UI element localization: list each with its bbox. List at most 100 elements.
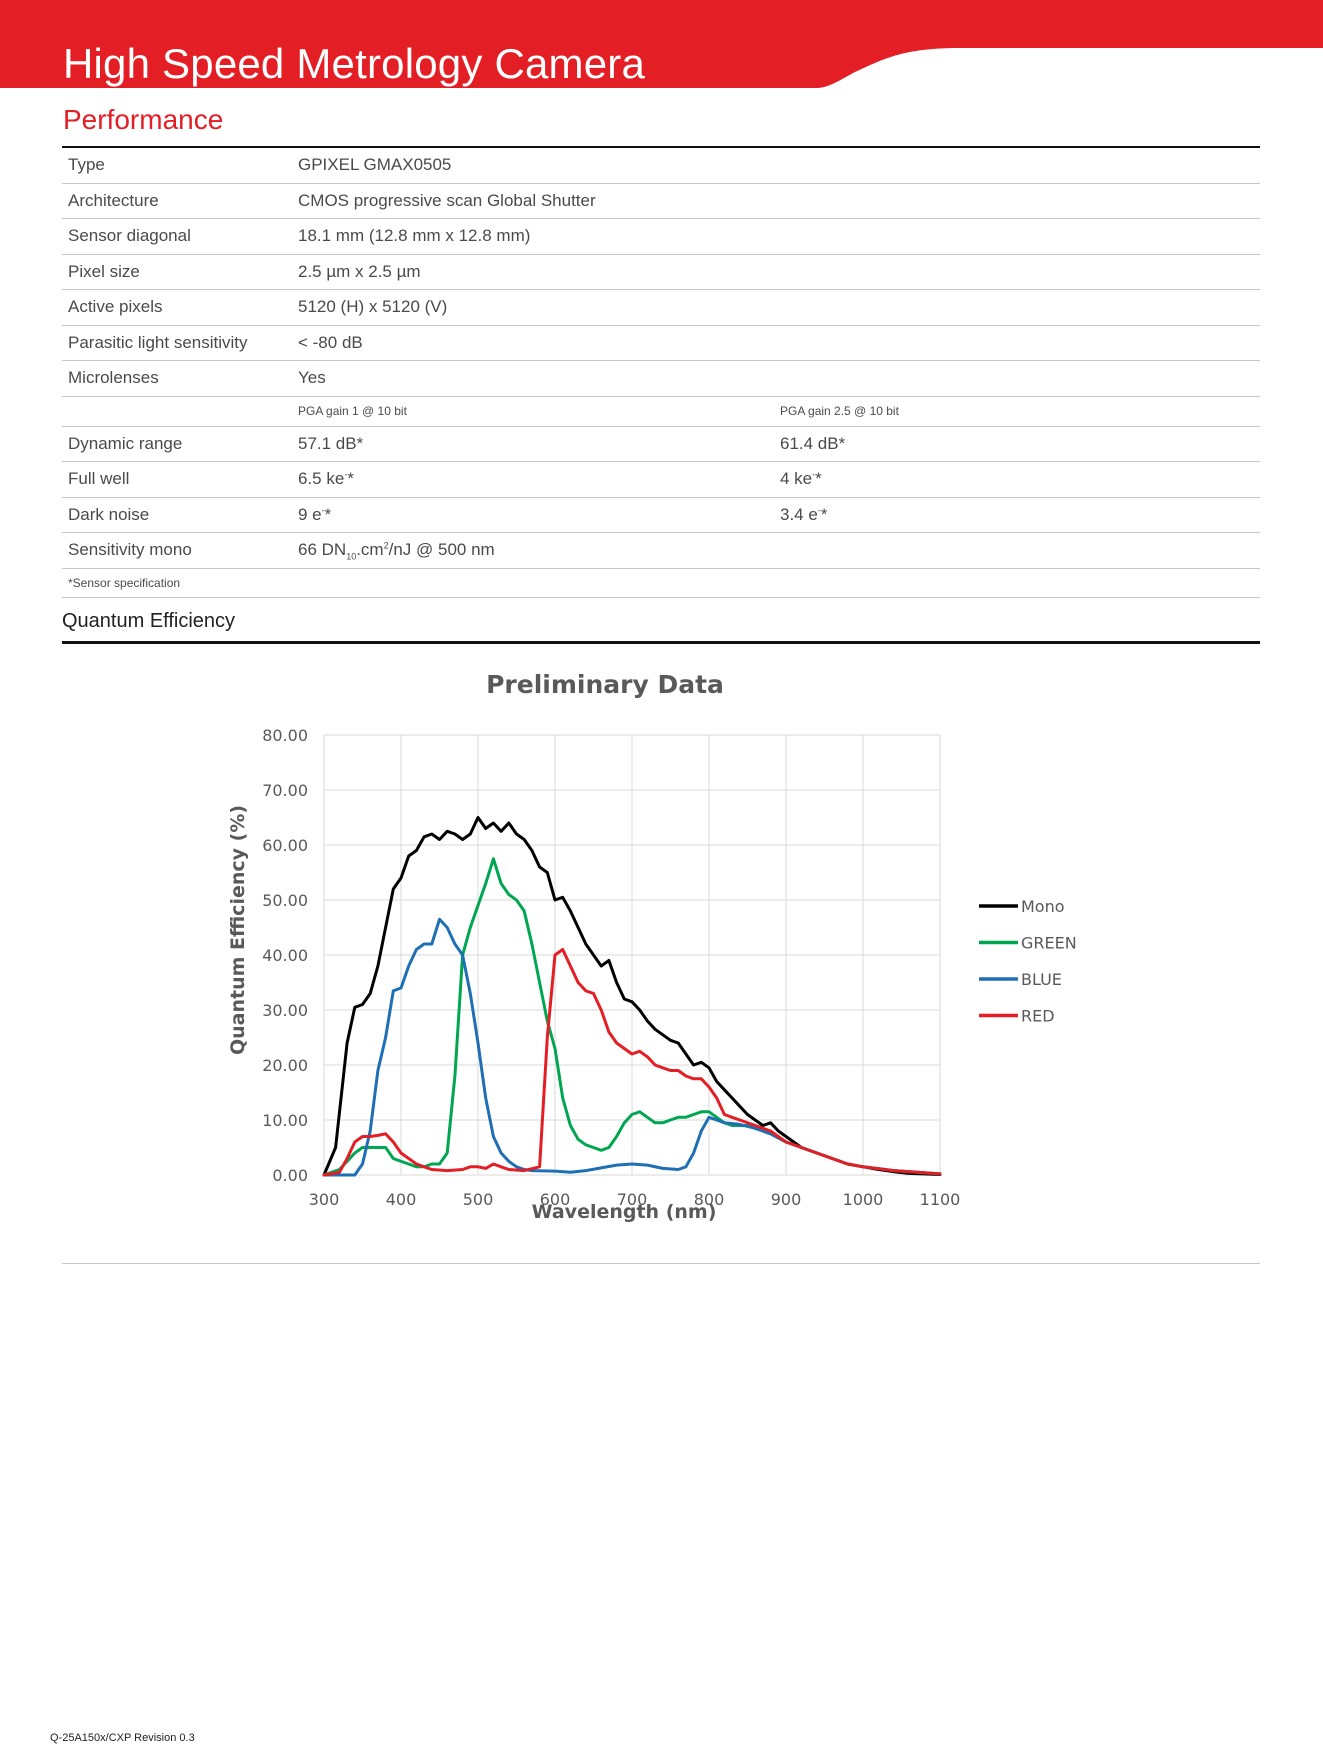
- spec-value: 18.1 mm (12.8 mm x 12.8 mm): [292, 218, 774, 255]
- spec-value: 66 DN10.cm2/nJ @ 500 nm: [292, 532, 774, 569]
- spec-label: Parasitic light sensitivity: [62, 325, 292, 361]
- spec-row-full-well: Full well 6.5 ke-* 4 ke-*: [62, 461, 1260, 498]
- value-sup: -: [817, 505, 821, 516]
- value-sub: 10: [346, 550, 357, 561]
- value-suffix: *: [347, 469, 354, 489]
- spec-empty: [774, 532, 1260, 569]
- y-axis-label: Quantum Efficiency (%): [227, 805, 249, 1055]
- spec-row-dark-noise: Dark noise 9 e-* 3.4 e-*: [62, 497, 1260, 533]
- spec-empty: [774, 183, 1260, 219]
- spec-empty: [774, 218, 1260, 255]
- spec-label: Microlenses: [62, 360, 292, 397]
- x-tick-label: 800: [694, 1190, 725, 1209]
- value-sup: -: [812, 469, 816, 480]
- y-tick-label: 10.00: [262, 1111, 308, 1130]
- value-main: 9 e: [298, 504, 322, 524]
- spec-note: *Sensor specification: [62, 568, 292, 598]
- spec-row-active-pixels: Active pixels 5120 (H) x 5120 (V): [62, 289, 1260, 326]
- spec-value: GPIXEL GMAX0505: [292, 147, 774, 184]
- x-axis-label: Wavelength (nm): [532, 1201, 717, 1223]
- spec-empty: [774, 325, 1260, 361]
- spec-empty: [774, 289, 1260, 326]
- spec-row-type: Type GPIXEL GMAX0505: [62, 147, 1260, 184]
- spec-empty: [292, 568, 774, 598]
- value-suffix: *: [815, 469, 822, 489]
- spec-label: Active pixels: [62, 289, 292, 326]
- spec-value: 5120 (H) x 5120 (V): [292, 289, 774, 326]
- y-tick-label: 30.00: [262, 1001, 308, 1020]
- header-band-shape: [0, 0, 1323, 88]
- spec-label: Sensor diagonal: [62, 218, 292, 255]
- x-tick-label: 1000: [843, 1190, 884, 1209]
- spec-label: Sensitivity mono: [62, 532, 292, 569]
- spec-empty: [774, 254, 1260, 290]
- spec-empty: [774, 360, 1260, 397]
- value-part: 66 DN: [298, 539, 347, 559]
- series-line-mono: [322, 816, 942, 1177]
- y-axis-ticks: 0.00 10.00 20.00 30.00 40.00 50.00 60.00 70.00 8…: [262, 726, 308, 1185]
- legend-label-red: RED: [1021, 1007, 1055, 1026]
- value-suffix: *: [324, 504, 332, 524]
- spec-value: 9 e-*: [292, 497, 774, 533]
- x-tick-label: 300: [309, 1190, 340, 1209]
- section-divider: [62, 641, 1260, 644]
- spec-empty: [774, 147, 1260, 184]
- spec-value: 57.1 dB*: [292, 426, 774, 462]
- spec-label: Pixel size: [62, 254, 292, 290]
- footer-revision: Q-25A150x/CXP Revision 0.3: [50, 1732, 195, 1744]
- gain-header-1: PGA gain 1 @ 10 bit: [292, 396, 774, 427]
- bottom-divider: [62, 1263, 1260, 1264]
- spec-row-sensitivity: Sensitivity mono 66 DN10.cm2/nJ @ 500 nm: [62, 532, 1260, 569]
- performance-table: Type GPIXEL GMAX0505 Architecture CMOS p…: [62, 146, 1260, 598]
- value-sup: -: [321, 505, 325, 516]
- x-tick-label: 600: [540, 1190, 571, 1209]
- document-title: High Speed Metrology Camera: [63, 40, 646, 87]
- spec-value: 2.5 µm x 2.5 µm: [292, 254, 774, 290]
- series-line-red: [322, 948, 942, 1177]
- quantum-efficiency-heading: Quantum Efficiency: [62, 610, 236, 632]
- x-tick-label: 900: [771, 1190, 802, 1209]
- y-tick-label: 60.00: [262, 836, 308, 855]
- chart-series: [322, 816, 942, 1177]
- qe-chart: Preliminary Data 0.00 10.00 20.00 30.00 40.0…: [227, 670, 1077, 1223]
- spec-value: 61.4 dB*: [774, 426, 1260, 462]
- spec-value: Yes: [292, 360, 774, 397]
- y-tick-label: 40.00: [262, 946, 308, 965]
- header-band: High Speed Metrology Camera: [0, 0, 1323, 90]
- x-tick-label: 700: [617, 1190, 648, 1209]
- x-tick-label: 500: [463, 1190, 494, 1209]
- value-main: 3.4 e: [780, 504, 818, 524]
- spec-row-parasitic-light: Parasitic light sensitivity < -80 dB: [62, 325, 1260, 361]
- y-tick-label: 70.00: [262, 781, 308, 800]
- value-main: 4 ke: [780, 469, 813, 489]
- gain-header-row: PGA gain 1 @ 10 bit PGA gain 2.5 @ 10 bi…: [62, 396, 1260, 427]
- x-tick-label: 1100: [920, 1190, 961, 1209]
- y-tick-label: 80.00: [262, 726, 308, 745]
- spec-value: < -80 dB: [292, 325, 774, 361]
- legend-label-green: GREEN: [1021, 934, 1077, 953]
- chart-grid: [323, 734, 941, 1176]
- legend-label-blue: BLUE: [1021, 970, 1062, 989]
- spec-empty: [62, 396, 292, 427]
- spec-value: 4 ke-*: [774, 461, 1260, 498]
- value-part: .cm: [356, 539, 384, 559]
- spec-label: Full well: [62, 461, 292, 498]
- spec-row-pixel-size: Pixel size 2.5 µm x 2.5 µm: [62, 254, 1260, 290]
- spec-row-microlenses: Microlenses Yes: [62, 360, 1260, 397]
- y-tick-label: 20.00: [262, 1056, 308, 1075]
- spec-empty: [774, 568, 1260, 598]
- spec-label: Dynamic range: [62, 426, 292, 462]
- value-sup: -: [344, 469, 348, 480]
- series-line-blue: [322, 917, 942, 1177]
- spec-value: 6.5 ke-*: [292, 461, 774, 498]
- value-sup: 2: [383, 539, 389, 550]
- value-main: 6.5 ke: [298, 469, 345, 489]
- chart-legend: Mono GREEN BLUE RED: [979, 897, 1077, 1026]
- performance-heading: Performance: [63, 104, 224, 135]
- spec-row-sensor-diagonal: Sensor diagonal 18.1 mm (12.8 mm x 12.8 …: [62, 218, 1260, 255]
- value-part: /nJ @ 500 nm: [388, 539, 495, 559]
- value-suffix: *: [820, 504, 828, 524]
- spec-note-row: *Sensor specification: [62, 568, 1260, 598]
- spec-value: 3.4 e-*: [774, 497, 1260, 533]
- legend-label-mono: Mono: [1021, 897, 1065, 916]
